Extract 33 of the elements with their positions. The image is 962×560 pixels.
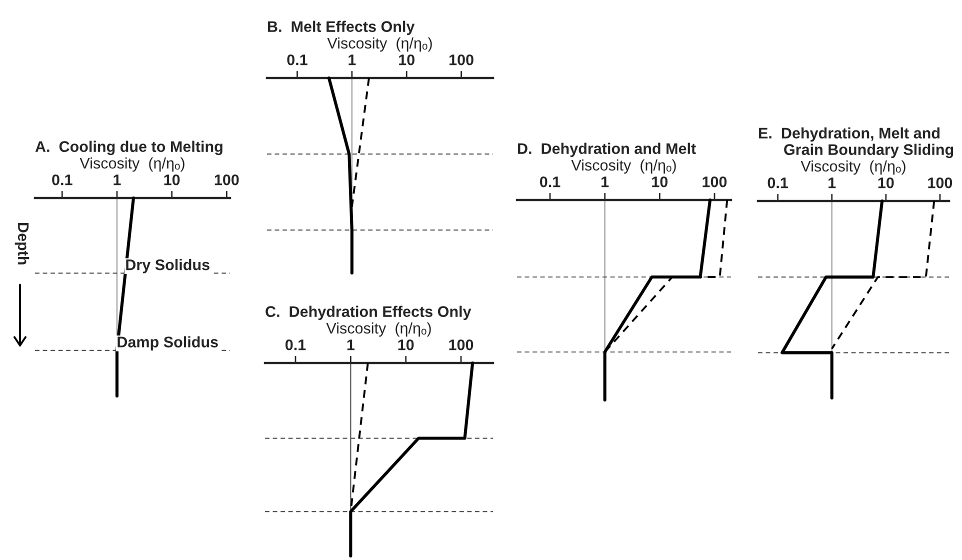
x-axis-title: Viscosity (η/ηₒ)	[80, 157, 184, 172]
x-tick-label: 10	[399, 54, 414, 66]
x-tick-label: 0.1	[52, 174, 72, 186]
x-tick-label: 100	[928, 177, 952, 188]
x-tick-label: 100	[214, 174, 239, 186]
x-tick-label: 100	[450, 54, 474, 66]
x-tick-label: 100	[702, 176, 727, 188]
x-tick-label: 10	[652, 176, 668, 188]
x-tick-label: 1	[114, 174, 121, 186]
x-tick-label: 10	[878, 177, 894, 188]
x-tick-label: 10	[398, 339, 414, 350]
ref-line-label: Damp Solidus	[118, 336, 218, 350]
ref-line-label: Dry Solidus	[126, 259, 210, 274]
chart-title: D. Dehydration and Melt	[518, 142, 696, 158]
x-axis-title: Viscosity (η/ηₒ)	[327, 37, 432, 52]
x-tick-label: 100	[449, 339, 474, 350]
x-tick-label: 1	[348, 54, 356, 66]
x-tick-label: 1	[828, 178, 836, 188]
chart-title: C. Dehydration Effects Only	[266, 306, 472, 320]
x-tick-label: 0.1	[285, 339, 306, 350]
x-tick-label: 0.1	[287, 54, 308, 66]
x-tick-label: 0.1	[540, 176, 560, 188]
x-tick-label: 10	[164, 174, 180, 186]
x-axis-title: Viscosity (η/ηₒ)	[571, 159, 676, 174]
chart-title: B. Melt Effects Only	[268, 20, 415, 36]
chart-title: A. Cooling due to Melting	[35, 140, 222, 156]
x-tick-label: 0.1	[768, 177, 788, 188]
chart-title: E. Dehydration, Melt and Grain Boundary Sliding	[759, 127, 954, 158]
y-axis-title: Depth	[14, 223, 30, 264]
x-axis-title: Viscosity (η/ηₒ)	[800, 160, 906, 175]
x-tick-label: 1	[602, 176, 609, 188]
x-tick-label: 1	[347, 340, 354, 350]
x-axis-title: Viscosity (η/ηₒ)	[326, 322, 431, 337]
